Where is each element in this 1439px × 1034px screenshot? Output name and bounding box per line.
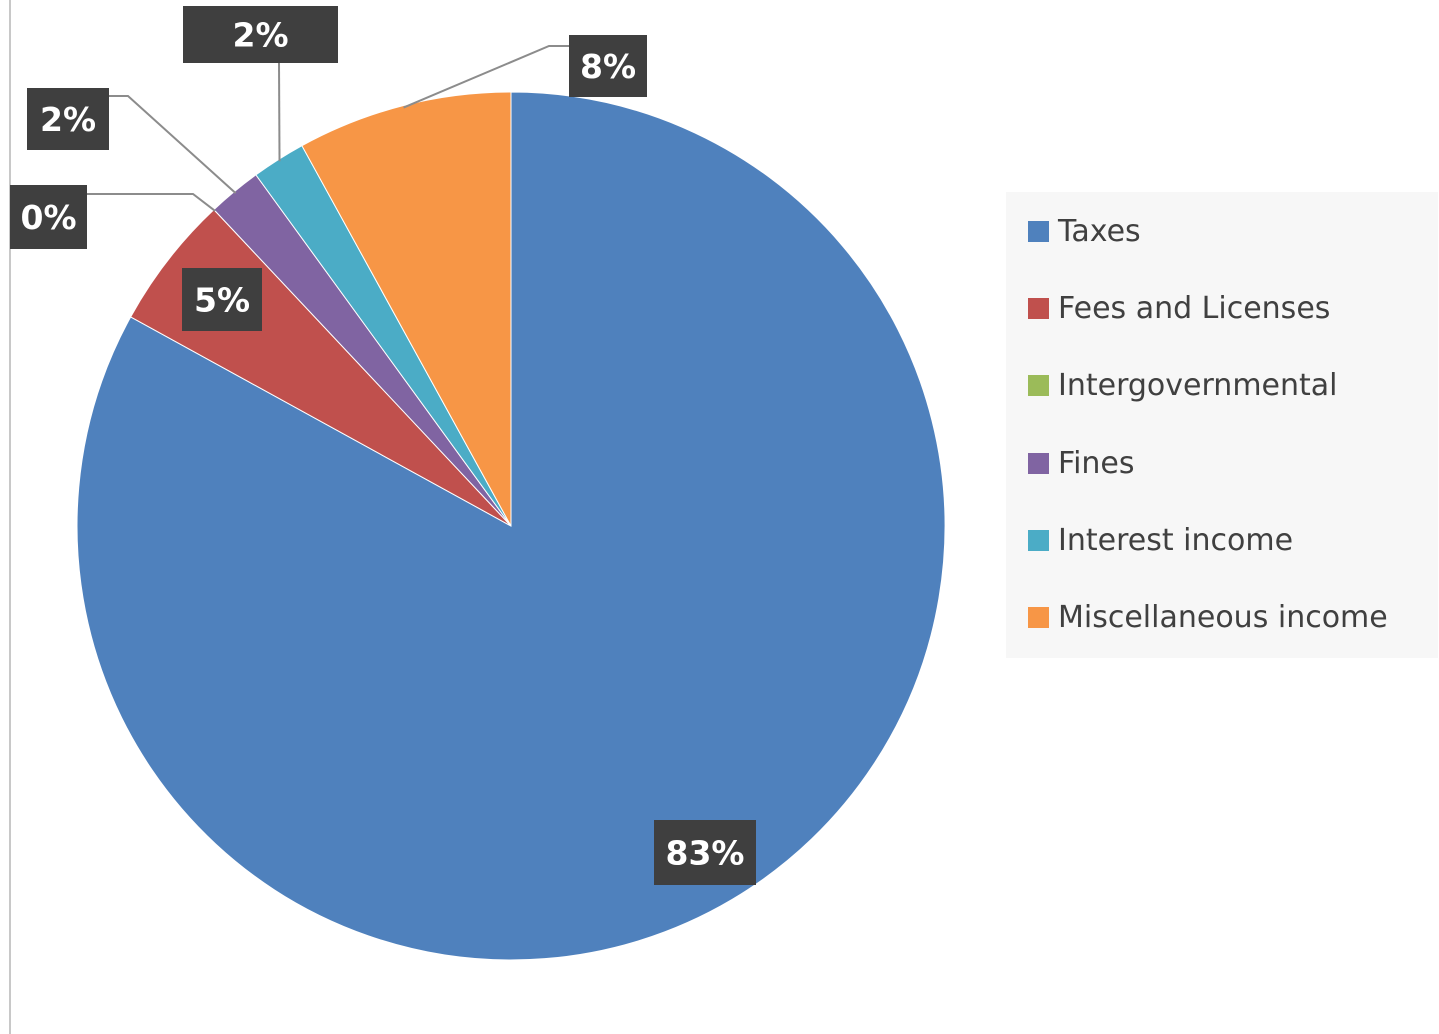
data-label-interest-income: 2%: [232, 16, 288, 55]
legend: Taxes Fees and Licenses Intergovernmenta…: [1006, 192, 1438, 658]
pie-slice-miscellaneous-income: [301, 91, 512, 527]
leader-line-miscellaneous-income: [403, 45, 569, 109]
legend-label: Fees and Licenses: [1058, 290, 1331, 326]
legend-item-interest-income: Interest income: [1028, 520, 1293, 560]
legend-swatch: [1028, 297, 1049, 319]
data-label-box-taxes: [654, 820, 756, 885]
legend-swatch: [1028, 529, 1049, 551]
data-label-fees-and-licenses: 5%: [194, 281, 250, 320]
legend-item-fees-and-licenses: Fees and Licenses: [1028, 288, 1330, 328]
leader-line-fines: [109, 95, 237, 194]
legend-label: Taxes: [1058, 213, 1141, 249]
leader-line-interest-income: [278, 62, 281, 162]
data-label-box-fines: [27, 88, 109, 150]
legend-item-fines: Fines: [1028, 443, 1135, 483]
data-label-intergovernmental: 0%: [20, 198, 76, 237]
data-label-box-intergovernmental: [10, 185, 87, 249]
data-label-box-miscellaneous-income: [569, 35, 647, 97]
legend-item-miscellaneous-income: Miscellaneous income: [1028, 597, 1388, 637]
legend-swatch: [1028, 220, 1049, 242]
pie-chart: 83% 5% 0% 2% 2% 8%: [10, 6, 946, 961]
data-label-miscellaneous-income: 8%: [580, 47, 636, 86]
left-border-line: [9, 0, 11, 1034]
data-label-taxes: 83%: [666, 834, 745, 873]
leader-line-intergovernmental: [87, 193, 216, 212]
legend-label: Miscellaneous income: [1058, 599, 1388, 635]
legend-swatch: [1028, 374, 1049, 396]
legend-swatch: [1028, 452, 1049, 474]
data-label-box-fees-and-licenses: [182, 268, 262, 331]
data-label-fines: 2%: [40, 100, 96, 139]
legend-label: Interest income: [1058, 522, 1294, 558]
legend-item-intergovernmental: Intergovernmental: [1028, 365, 1338, 405]
legend-item-taxes: Taxes: [1028, 211, 1141, 251]
data-label-box-interest-income: [183, 6, 338, 63]
legend-swatch: [1028, 606, 1049, 628]
legend-label: Fines: [1058, 445, 1135, 481]
legend-label: Intergovernmental: [1058, 367, 1338, 403]
